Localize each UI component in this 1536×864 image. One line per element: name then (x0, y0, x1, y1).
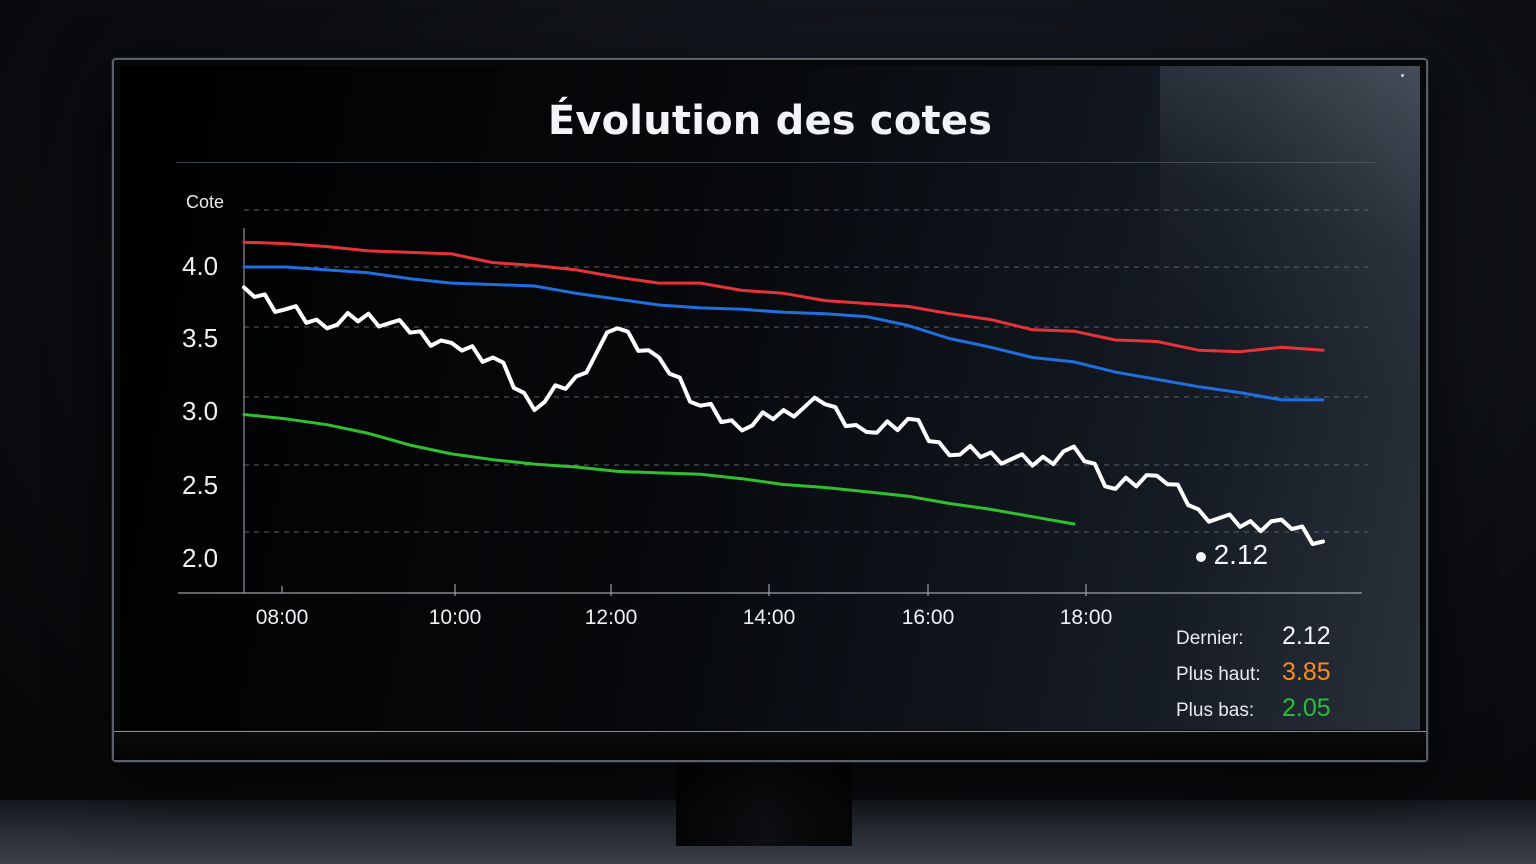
last-value-label: 2.12 (1198, 539, 1269, 571)
stat-high-value: 3.85 (1282, 658, 1331, 686)
y-tick-2-0: 2.0 (182, 543, 219, 573)
x-tick-1600: 16:00 (901, 606, 955, 629)
series-line-blue (242, 265, 1325, 402)
stat-low: Plus bas: 2.05 (1176, 694, 1331, 730)
x-axis-ticks (281, 584, 1087, 596)
series-line-green (242, 413, 1076, 526)
stat-high: Plus haut: 3.85 (1176, 658, 1331, 694)
x-tick-0800: 08:00 (255, 606, 309, 629)
y-tick-4-0: 4.0 (182, 251, 219, 281)
monitor-screen: Évolution des cotes Cote 4.0 3.5 3.0 2.5… (120, 66, 1420, 730)
y-tick-2-5: 2.5 (182, 470, 219, 500)
x-tick-1200: 12:00 (584, 606, 638, 629)
stat-last-label: Dernier: (1176, 628, 1244, 649)
monitor-bezel (114, 731, 1426, 760)
last-point-marker (1196, 552, 1206, 562)
y-tick-3-0: 3.0 (182, 396, 219, 426)
title-divider (176, 162, 1376, 163)
monitor-stand (676, 756, 852, 846)
series-line-white (242, 285, 1325, 546)
monitor: Évolution des cotes Cote 4.0 3.5 3.0 2.5… (112, 58, 1428, 762)
line-chart-plot (178, 209, 1368, 596)
last-value-text: 2.12 (1213, 539, 1269, 570)
stat-low-value: 2.05 (1282, 694, 1331, 722)
gridlines (244, 209, 1368, 533)
chart-title: Évolution des cotes (547, 98, 993, 144)
stats-panel: Dernier: 2.12 Plus haut: 3.85 Plus bas: … (1176, 622, 1331, 730)
stat-high-label: Plus haut: (1176, 664, 1261, 685)
x-tick-1800: 18:00 (1059, 606, 1113, 629)
stat-last-value: 2.12 (1282, 622, 1331, 650)
series-line-red (242, 240, 1325, 354)
indicator-led-icon (1401, 74, 1404, 77)
stat-low-label: Plus bas: (1176, 700, 1255, 721)
x-tick-1000: 10:00 (428, 606, 482, 629)
stat-last: Dernier: 2.12 (1176, 622, 1331, 658)
y-tick-3-5: 3.5 (182, 323, 219, 353)
y-axis-label: Cote (186, 192, 225, 212)
x-tick-1400: 14:00 (742, 606, 796, 629)
